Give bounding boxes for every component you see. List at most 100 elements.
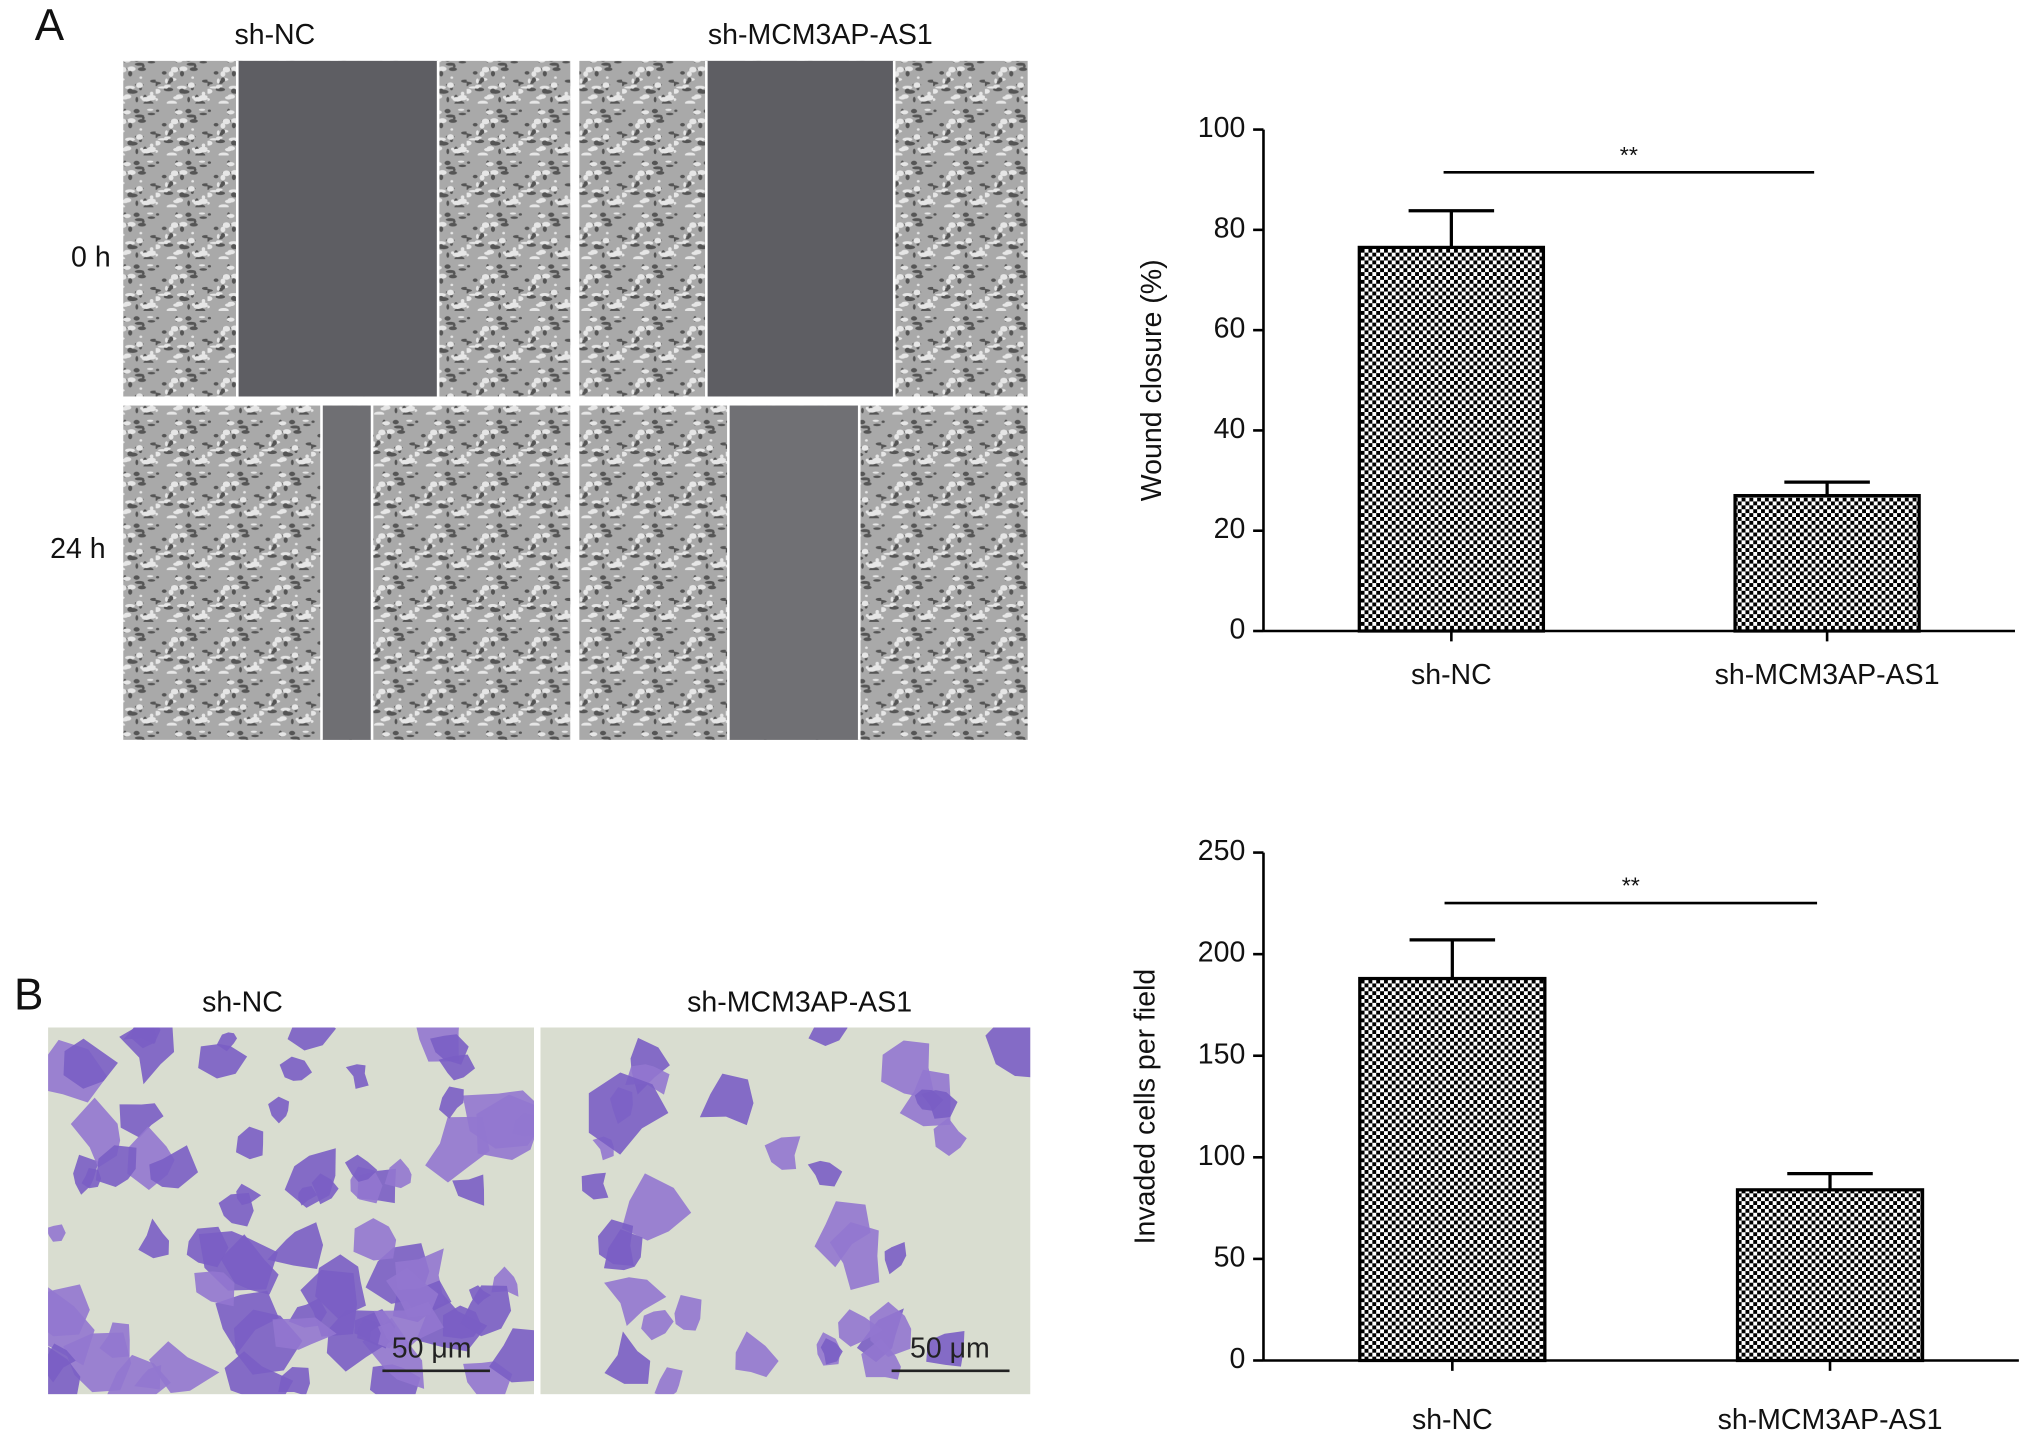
cell (216, 1032, 238, 1052)
cell (268, 1096, 290, 1124)
stained-cells (581, 1027, 1031, 1395)
cell (604, 1277, 667, 1327)
cell (224, 1351, 294, 1395)
cell (81, 1167, 102, 1189)
significance-label: ** (1622, 873, 1640, 899)
bar (1735, 1188, 1925, 1363)
cell (63, 1038, 118, 1089)
y-axis-label: Wound closure (%) (1136, 259, 1168, 501)
cell (699, 1073, 754, 1126)
image-column-label: sh-NC (202, 987, 283, 1019)
y-tick-label: 0 (1229, 614, 1245, 646)
image-row-label: 24 h (50, 533, 105, 565)
wound-gap (237, 60, 439, 397)
image-column-label: sh-MCM3AP-AS1 (708, 19, 933, 51)
cell (384, 1158, 412, 1189)
cell (438, 1054, 476, 1081)
cell (272, 1317, 337, 1350)
image-row-label: 0 h (71, 242, 111, 274)
x-tick-label: sh-NC (1412, 1404, 1493, 1436)
cell (70, 1097, 121, 1168)
cell (452, 1174, 485, 1206)
cell (73, 1154, 99, 1195)
cell (641, 1309, 674, 1341)
x-tick-label: sh-NC (1411, 659, 1492, 691)
cell (933, 1117, 967, 1157)
cell (119, 1103, 164, 1138)
y-tick-label: 100 (1198, 1140, 1246, 1172)
cell (581, 1172, 609, 1200)
cell (138, 1218, 170, 1259)
cell (315, 1254, 366, 1319)
y-tick-label: 100 (1198, 112, 1246, 144)
cell (820, 1338, 843, 1365)
significance-label: ** (1620, 142, 1638, 168)
cell (914, 1089, 944, 1111)
cell (198, 1043, 248, 1079)
cell (735, 1331, 779, 1378)
cell (194, 1271, 235, 1307)
cell (588, 1072, 669, 1155)
bar (1358, 976, 1547, 1363)
cell (353, 1218, 397, 1261)
cell (460, 1285, 512, 1337)
cell (236, 1183, 262, 1206)
cell (985, 1027, 1031, 1078)
image-column-label: sh-MCM3AP-AS1 (687, 987, 912, 1019)
y-tick-label: 60 (1214, 313, 1246, 345)
cell (215, 1290, 279, 1354)
cell (439, 1086, 464, 1119)
cell (674, 1295, 702, 1331)
y-tick-label: 80 (1214, 212, 1246, 244)
cell (869, 1301, 912, 1357)
cell (884, 1242, 907, 1275)
scale-bar-label: 50 μm (910, 1333, 990, 1365)
cell (345, 1064, 369, 1089)
cell (764, 1136, 801, 1170)
cell (344, 1154, 378, 1182)
cell (119, 1027, 175, 1085)
cell (186, 1226, 229, 1268)
cell (373, 1301, 444, 1355)
x-tick-label: sh-MCM3AP-AS1 (1718, 1404, 1943, 1436)
cell (95, 1145, 137, 1187)
bar (1357, 245, 1546, 633)
cell (603, 1229, 643, 1271)
cell (838, 1309, 883, 1347)
y-axis-label: Invaded cells per field (1129, 969, 1161, 1245)
x-tick-label: sh-MCM3AP-AS1 (1715, 659, 1940, 691)
cell (357, 1318, 381, 1346)
cell (861, 1338, 901, 1380)
y-tick-label: 50 (1214, 1241, 1246, 1273)
cell (267, 1222, 324, 1270)
cell (298, 1185, 318, 1206)
cell (134, 1365, 162, 1390)
cell (808, 1027, 848, 1047)
wound-gap (728, 405, 860, 740)
cell (99, 1322, 130, 1358)
micrographs (48, 60, 1031, 1395)
cell (625, 1064, 670, 1095)
cell (149, 1145, 199, 1189)
cell (807, 1160, 843, 1187)
cell (814, 1201, 871, 1268)
cell (512, 1113, 534, 1137)
cell (279, 1056, 313, 1081)
cell (654, 1367, 683, 1395)
cell (48, 1343, 76, 1383)
cell (48, 1284, 90, 1337)
panel-label: A (35, 1, 65, 50)
y-tick-label: 40 (1214, 413, 1246, 445)
cell (926, 1330, 965, 1367)
y-tick-label: 200 (1198, 937, 1246, 969)
y-tick-label: 150 (1198, 1038, 1246, 1070)
cell (489, 1328, 534, 1383)
cell (235, 1126, 264, 1160)
cell (604, 1331, 651, 1384)
cell (430, 1034, 469, 1065)
wound-gap (706, 60, 895, 397)
bar (1733, 493, 1921, 633)
y-tick-label: 20 (1214, 513, 1246, 545)
panel-label: B (14, 970, 43, 1019)
